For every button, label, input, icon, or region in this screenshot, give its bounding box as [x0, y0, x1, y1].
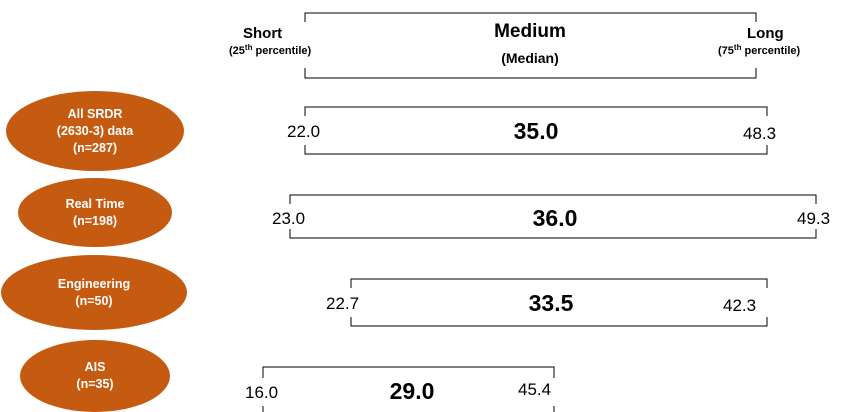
header-medium-label: Medium	[494, 21, 566, 42]
row-label-engineering: Engineering (n=50)	[1, 255, 187, 330]
row-label-ais: AIS (n=35)	[20, 340, 170, 412]
row-label-line: (n=198)	[72, 213, 118, 228]
median-value-engineering: 33.5	[528, 290, 574, 316]
row-label-line: (n=35)	[76, 377, 114, 391]
header-medium-sub: (Median)	[501, 50, 559, 66]
row-label-line: Engineering	[57, 276, 131, 291]
long-value-engineering: 42.3	[723, 296, 757, 315]
header-short-label: Short	[243, 25, 283, 42]
row-bracket-all-srdr	[304, 106, 768, 155]
short-value-real-time: 23.0	[272, 209, 306, 228]
header-long-sub: (75th percentile)	[718, 43, 801, 57]
row-bracket-real-time	[289, 194, 817, 239]
header-short-sub: (25th percentile)	[229, 43, 312, 57]
row-label-line: (n=287)	[72, 140, 118, 155]
row-label-line: All SRDR	[67, 106, 123, 121]
row-label-line: AIS	[84, 360, 106, 374]
median-value-ais: 29.0	[389, 378, 435, 404]
short-value-engineering: 22.7	[326, 294, 360, 313]
long-value-real-time: 49.3	[797, 209, 831, 228]
short-value-all-srdr: 22.0	[287, 122, 321, 141]
row-label-line: (n=50)	[75, 293, 113, 308]
row-bracket-engineering	[350, 278, 768, 327]
header-long-label: Long	[747, 25, 784, 42]
row-label-line: Real Time	[65, 196, 125, 211]
row-bracket-ais	[262, 366, 555, 412]
row-label-all-srdr: All SRDR (2630-3) data (n=287)	[6, 91, 184, 171]
median-value-real-time: 36.0	[532, 205, 578, 231]
row-label-real-time: Real Time (n=198)	[18, 178, 172, 247]
long-value-all-srdr: 48.3	[743, 124, 777, 143]
short-value-ais: 16.0	[245, 383, 279, 402]
row-label-line: (2630-3) data	[56, 123, 134, 138]
median-value-all-srdr: 35.0	[513, 118, 559, 144]
header-bracket	[304, 12, 757, 79]
long-value-ais: 45.4	[518, 380, 552, 399]
